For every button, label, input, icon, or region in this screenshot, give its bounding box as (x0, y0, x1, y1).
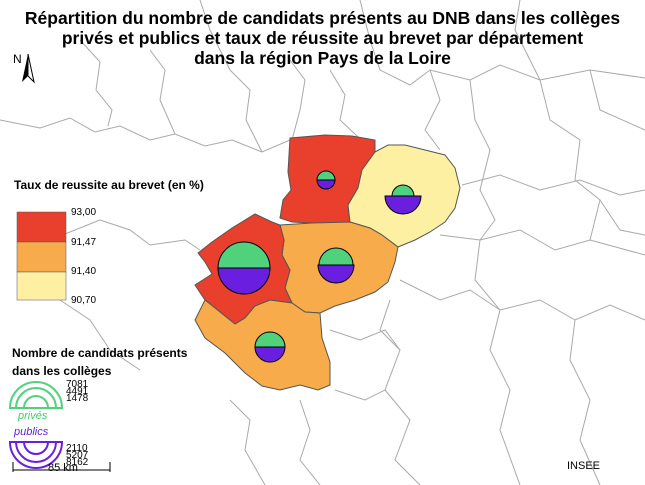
source-label: INSEE (567, 460, 601, 472)
size-legend-prive-ring-1 (8, 381, 64, 409)
title-line-3: dans la région Pays de la Loire (194, 48, 451, 68)
size-legend-symbols (8, 381, 64, 469)
public-value-3: 8162 (66, 457, 89, 468)
symbol-prive-vendee (254, 331, 286, 348)
symbol-prive-sarthe (391, 184, 415, 197)
public-value-2: 5207 (66, 450, 89, 461)
size-legend-public-ring-1 (8, 441, 64, 469)
size-legend-prive-ring-2 (14, 387, 58, 409)
scale-bar-label: 85 km (48, 462, 78, 474)
prive-label: privés (18, 410, 48, 422)
title-line-1: Répartition du nombre de candidats prése… (24, 8, 621, 28)
legend-box-low (16, 271, 67, 301)
title-line-2: privés et publics et taux de réussite au… (61, 28, 584, 48)
legend-tick-2: 91,47 (71, 237, 97, 248)
symbol-public-sarthe (384, 195, 422, 215)
map-title: Répartition du nombre de candidats prése… (0, 8, 645, 68)
color-legend-boxes (16, 211, 67, 301)
symbol-public-maine-et-loire (317, 264, 355, 284)
candidate-symbols (217, 170, 422, 363)
symbol-public-mayenne (316, 179, 336, 190)
size-legend-title-2: dans les collèges (12, 364, 112, 378)
symbol-prive-loire-atlantique (217, 241, 271, 269)
scale-bar (12, 462, 111, 472)
prive-value-1: 7081 (66, 379, 89, 390)
legend-tick-3: 91,40 (71, 266, 97, 277)
symbol-public-loire-atlantique (217, 267, 271, 295)
size-legend-title-1: Nombre de candidats présents (12, 346, 188, 360)
north-arrow (22, 53, 35, 84)
legend-tick-1: 93,00 (71, 207, 97, 218)
legend-box-high (16, 211, 67, 243)
size-legend-public-ring-2 (14, 441, 58, 463)
symbol-prive-maine-et-loire (318, 247, 354, 266)
symbol-prive-mayenne (316, 170, 336, 181)
prive-value-3: 1478 (66, 393, 89, 404)
color-legend-title: Taux de reussite au brevet (en %) (14, 178, 204, 192)
legend-tick-4: 90,70 (71, 295, 97, 306)
size-legend-public-ring-3 (22, 441, 50, 455)
size-legend-prive-ring-3 (22, 395, 50, 409)
legend-box-mid (16, 241, 67, 273)
prive-value-2: 4491 (66, 386, 89, 397)
public-value-1: 2110 (66, 443, 88, 454)
north-label: N (13, 52, 22, 66)
public-label: publics (14, 426, 49, 438)
symbol-public-vendee (254, 346, 286, 363)
